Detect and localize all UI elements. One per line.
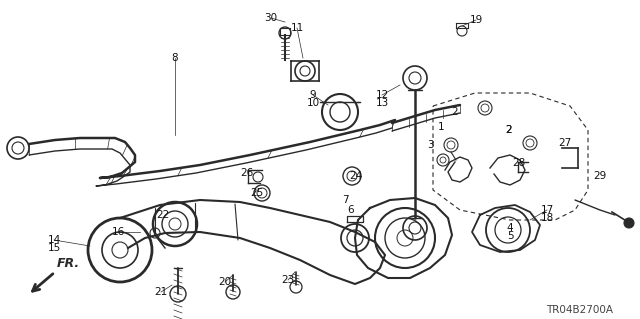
Text: 26: 26 bbox=[241, 168, 253, 178]
Text: 18: 18 bbox=[540, 213, 554, 223]
Text: 2: 2 bbox=[452, 107, 458, 117]
Text: 9: 9 bbox=[310, 90, 316, 100]
Text: 16: 16 bbox=[111, 227, 125, 237]
Text: 6: 6 bbox=[348, 205, 355, 215]
Text: TR04B2700A: TR04B2700A bbox=[547, 305, 614, 315]
Text: 10: 10 bbox=[307, 98, 319, 108]
Text: 14: 14 bbox=[47, 235, 61, 245]
Text: 29: 29 bbox=[593, 171, 607, 181]
Text: 23: 23 bbox=[282, 275, 294, 285]
Text: 24: 24 bbox=[349, 171, 363, 181]
Text: FR.: FR. bbox=[57, 257, 80, 270]
Text: 27: 27 bbox=[558, 138, 572, 148]
Text: 13: 13 bbox=[376, 98, 388, 108]
Text: 11: 11 bbox=[291, 23, 303, 33]
Text: 30: 30 bbox=[264, 13, 278, 23]
Text: 7: 7 bbox=[342, 195, 348, 205]
Circle shape bbox=[624, 218, 634, 228]
Text: 5: 5 bbox=[507, 231, 513, 241]
Text: 20: 20 bbox=[218, 277, 232, 287]
Text: 25: 25 bbox=[250, 188, 264, 198]
Text: 2: 2 bbox=[506, 125, 512, 135]
Text: 15: 15 bbox=[47, 243, 61, 253]
Text: 3: 3 bbox=[427, 140, 433, 150]
Text: 8: 8 bbox=[172, 53, 179, 63]
Text: 4: 4 bbox=[507, 223, 513, 233]
Text: 1: 1 bbox=[438, 122, 444, 132]
Text: 12: 12 bbox=[376, 90, 388, 100]
Text: 21: 21 bbox=[154, 287, 168, 297]
Text: 2: 2 bbox=[506, 125, 512, 135]
Text: 17: 17 bbox=[540, 205, 554, 215]
Text: 22: 22 bbox=[156, 210, 170, 220]
Text: 28: 28 bbox=[513, 158, 525, 168]
Text: 19: 19 bbox=[469, 15, 483, 25]
